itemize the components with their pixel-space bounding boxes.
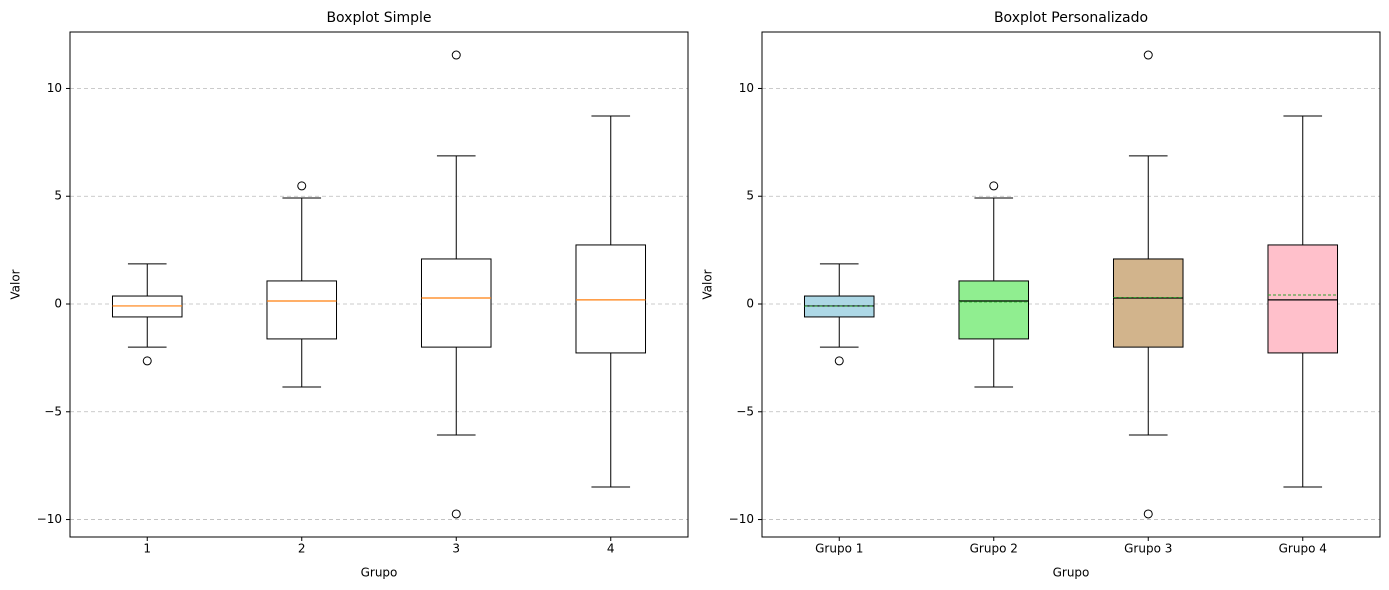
y-tick-label: 10 <box>47 81 62 95</box>
y-tick-label: −5 <box>736 404 754 418</box>
y-axis-label: Valor <box>9 269 23 299</box>
x-tick-label: 3 <box>452 542 460 556</box>
box <box>1112 258 1184 348</box>
box <box>575 244 647 354</box>
plot-frame <box>69 31 689 538</box>
box <box>958 280 1030 340</box>
y-tick-label: 0 <box>54 297 62 311</box>
x-axis-label: Grupo <box>361 566 398 580</box>
flier <box>451 50 461 60</box>
plot-frame <box>761 31 1381 538</box>
y-tick-label: 0 <box>746 297 754 311</box>
box <box>1267 244 1339 354</box>
flier <box>834 356 844 366</box>
x-tick-label: Grupo 1 <box>815 542 863 556</box>
y-tick-label: −5 <box>44 404 62 418</box>
x-tick-label: Grupo 4 <box>1279 542 1327 556</box>
y-tick-label: −10 <box>37 512 62 526</box>
x-tick-label: 1 <box>143 542 151 556</box>
y-tick-label: 5 <box>746 189 754 203</box>
flier <box>297 181 307 191</box>
box <box>266 280 338 340</box>
x-tick-label: 2 <box>298 542 306 556</box>
flier <box>451 509 461 519</box>
x-tick-label: 4 <box>607 542 615 556</box>
chart-title: Boxplot Personalizado <box>994 10 1148 26</box>
flier <box>989 181 999 191</box>
y-tick-label: −10 <box>729 512 754 526</box>
box <box>420 258 492 348</box>
y-tick-label: 5 <box>54 189 62 203</box>
flier <box>1143 509 1153 519</box>
chart-title: Boxplot Simple <box>326 10 431 26</box>
flier <box>142 356 152 366</box>
y-axis-label: Valor <box>701 269 715 299</box>
x-tick-label: Grupo 2 <box>970 542 1018 556</box>
flier <box>1143 50 1153 60</box>
y-tick-label: 10 <box>739 81 754 95</box>
x-axis-label: Grupo <box>1053 566 1090 580</box>
x-tick-label: Grupo 3 <box>1124 542 1172 556</box>
